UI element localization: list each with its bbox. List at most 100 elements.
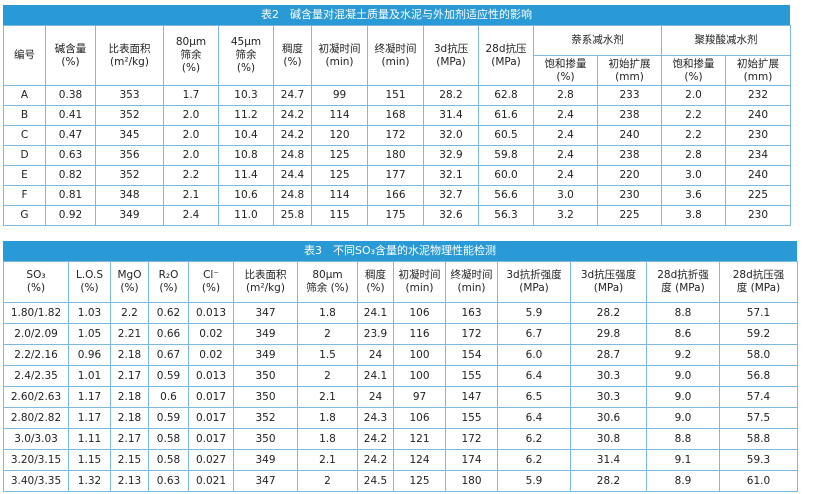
- table-cell: 106: [393, 407, 446, 429]
- table-cell: 24.1: [357, 302, 394, 324]
- table-cell: 1.8: [297, 302, 358, 324]
- table-cell: 0.017: [188, 407, 234, 429]
- table-cell: 177: [367, 165, 424, 186]
- table-cell: 6.4: [497, 407, 571, 429]
- table-cell: 2: [297, 365, 358, 387]
- table-cell: 2.2: [110, 302, 149, 324]
- table-cell: 6.0: [497, 344, 571, 366]
- table-cell: 234: [725, 145, 791, 166]
- table-cell: 24.5: [357, 470, 394, 492]
- table-cell: 230: [597, 185, 662, 206]
- table-cell: 61.6: [478, 105, 534, 126]
- table-cell: 349: [233, 323, 298, 345]
- header-cell: 初凝时间 (min): [311, 25, 368, 86]
- table-cell: 0.013: [188, 302, 234, 324]
- table-cell: 0.59: [148, 365, 189, 387]
- table-cell: 28.2: [423, 85, 479, 106]
- table-cell: 233: [597, 85, 662, 106]
- header-cell: 终凝时间 (min): [445, 261, 498, 303]
- table-cell: 240: [597, 125, 662, 146]
- header-cell: 28d抗压强 度 (MPa): [719, 261, 798, 303]
- table-cell: 0.58: [148, 449, 189, 471]
- table-cell: 155: [445, 365, 498, 387]
- table-cell: 8.8: [646, 428, 720, 450]
- table-row: 3.20/3.15 1.15 2.15 0.58 0.027 349 2.1 24.2 124 1…: [3, 449, 798, 471]
- header-cell: R₂O (%): [148, 261, 189, 303]
- table-cell: 225: [725, 185, 791, 206]
- table-cell: 32.1: [423, 165, 479, 186]
- table-cell: 166: [367, 185, 424, 206]
- table-cell: 60.0: [478, 165, 534, 186]
- table-cell: 1.17: [68, 407, 111, 429]
- table-cell: 24.7: [273, 85, 312, 106]
- table-cell: 2.4: [533, 145, 598, 166]
- table-cell: 56.6: [478, 185, 534, 206]
- table-cell: 0.96: [68, 344, 111, 366]
- table-cell: 125: [311, 145, 368, 166]
- table-cell: 24.2: [357, 449, 394, 471]
- table-cell: 0.58: [148, 428, 189, 450]
- table-cell: 0.017: [188, 386, 234, 408]
- table-cell: 238: [597, 145, 662, 166]
- header-cell: 3d抗折强度 (MPa): [497, 261, 571, 303]
- table-cell: 100: [393, 365, 446, 387]
- table-cell: 56.8: [719, 365, 798, 387]
- table-cell: E: [3, 165, 46, 186]
- table-cell: 9.0: [646, 365, 720, 387]
- table-cell: 2.1: [163, 185, 219, 206]
- table-cell: 9.0: [646, 407, 720, 429]
- table-cell: 28.2: [570, 470, 647, 492]
- header-cell: 饱和掺量 (%): [533, 55, 598, 86]
- table-row: 2.80/2.82 1.17 2.18 0.59 0.017 352 1.8 24.3 106 1…: [3, 407, 798, 429]
- table-cell: 2.4/2.35: [3, 365, 69, 387]
- header-cell: SO₃ (%): [3, 261, 69, 303]
- table-cell: 352: [95, 165, 164, 186]
- table-cell: 1.15: [68, 449, 111, 471]
- table-cell: 9.0: [646, 386, 720, 408]
- header-cell: 初凝时间 (min): [393, 261, 446, 303]
- header-cell: 稠度 (%): [357, 261, 394, 303]
- table-cell: 2.13: [110, 470, 149, 492]
- table-cell: 0.59: [148, 407, 189, 429]
- table-cell: 2.8: [533, 85, 598, 106]
- group-header: 聚羧酸减水剂: [661, 25, 791, 56]
- table-cell: 0.47: [45, 125, 96, 146]
- table-cell: 115: [311, 205, 368, 226]
- table-cell: 120: [311, 125, 368, 146]
- table-cell: 114: [311, 185, 368, 206]
- table-cell: 30.8: [570, 428, 647, 450]
- table-cell: 1.01: [68, 365, 111, 387]
- table-cell: 155: [445, 407, 498, 429]
- table-row: C 0.47 345 2.0 10.4 24.2 120 172 32.0 60.5 2.4 240 2…: [3, 125, 791, 146]
- table-cell: 2.4: [163, 205, 219, 226]
- table-cell: 11.0: [218, 205, 274, 226]
- header-cell: 终凝时间 (min): [367, 25, 424, 86]
- table-cell: 6.7: [497, 323, 571, 345]
- table-cell: 57.4: [719, 386, 798, 408]
- table-cell: 30.6: [570, 407, 647, 429]
- table-cell: 2.4: [533, 165, 598, 186]
- header-cell: 编号: [3, 25, 46, 86]
- table-cell: 62.8: [478, 85, 534, 106]
- table-cell: 5.9: [497, 470, 571, 492]
- table-cell: 2.21: [110, 323, 149, 345]
- table-cell: 2.2: [163, 165, 219, 186]
- table-cell: 232: [725, 85, 791, 106]
- table-cell: 1.8: [297, 407, 358, 429]
- table-cell: 0.013: [188, 365, 234, 387]
- table-cell: 2.15: [110, 449, 149, 471]
- table-cell: 6.2: [497, 449, 571, 471]
- table-cell: 2.0/2.09: [3, 323, 69, 345]
- table-cell: 31.4: [570, 449, 647, 471]
- table-cell: 2.1: [297, 386, 358, 408]
- header-cell: 3d抗压 (MPa): [423, 25, 479, 86]
- table-cell: 2.0: [163, 105, 219, 126]
- table-cell: 0.63: [148, 470, 189, 492]
- header-cell: 比表面积 (m²/kg): [233, 261, 298, 303]
- table-row: 2.60/2.63 1.17 2.18 0.6 0.017 350 2.1 24 97 147 6.…: [3, 386, 798, 408]
- table-cell: 28.2: [570, 302, 647, 324]
- table-cell: 121: [393, 428, 446, 450]
- table-cell: 30.3: [570, 365, 647, 387]
- table-cell: 2.4: [533, 105, 598, 126]
